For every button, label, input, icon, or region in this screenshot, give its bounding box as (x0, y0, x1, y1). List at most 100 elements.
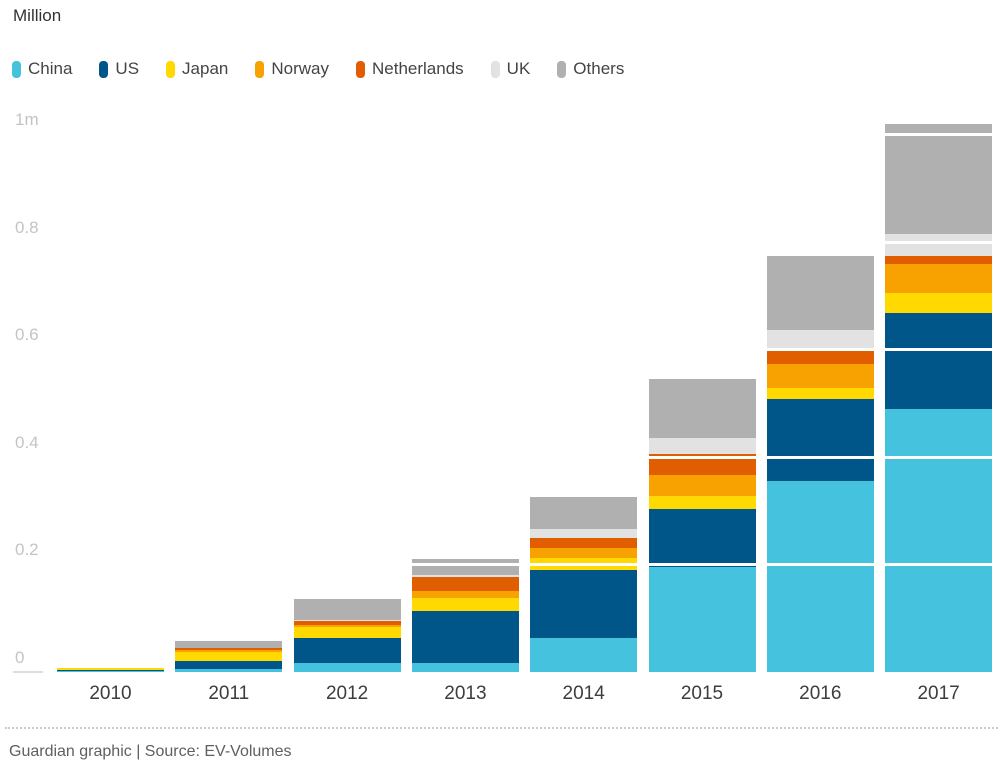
bar-2014 (530, 497, 638, 672)
bar-segment-japan-2010 (57, 668, 164, 671)
bar-segment-netherlands-2012 (293, 620, 401, 625)
gridline (13, 133, 998, 136)
bar-segment-us-2011 (175, 660, 283, 670)
bar-segment-others-2012 (293, 598, 401, 620)
bar-segment-japan-2013 (411, 598, 519, 612)
bar-segment-japan-2011 (175, 651, 283, 661)
bar-2016 (766, 255, 874, 672)
bar-segment-norway-2016 (766, 363, 874, 389)
bar-segment-uk-2011 (175, 647, 283, 649)
x-axis-label-2011: 2011 (208, 683, 250, 704)
bar-segment-china-2015 (648, 567, 756, 672)
bar-segment-uk-2016 (766, 329, 874, 350)
y-tick-label: 0.8 (15, 217, 39, 237)
bar-segment-us-2010 (57, 670, 164, 672)
bar-segment-uk-2017 (885, 234, 993, 257)
bar-segment-others-2017 (885, 124, 993, 235)
legend-label: Norway (271, 59, 329, 78)
bar-segment-uk-2012 (293, 619, 401, 621)
bar-2011 (175, 641, 283, 672)
legend-swatch-icon (255, 60, 265, 78)
legend-swatch-icon (356, 60, 365, 78)
legend-label: China (28, 59, 73, 78)
y-tick-label: 0.4 (15, 432, 39, 452)
bar-segment-japan-2017 (885, 293, 993, 314)
bar-segment-others-2010 (57, 667, 164, 669)
bar-segment-china-2010 (57, 671, 164, 672)
bar-segment-uk-2015 (648, 438, 756, 455)
bar-segment-others-2016 (766, 255, 874, 330)
bar-segment-china-2016 (766, 481, 874, 672)
bar-segment-netherlands-2017 (885, 256, 993, 265)
x-axis-label-2017: 2017 (917, 683, 960, 704)
bar-segment-china-2013 (411, 663, 519, 672)
bar-segment-norway-2014 (530, 548, 638, 559)
bar-2017 (885, 124, 993, 672)
y-tick-label: 0.6 (15, 325, 39, 345)
y-tick-label: 0 (15, 648, 25, 667)
bar-segment-norway-2012 (293, 624, 401, 627)
legend-swatch-icon (557, 60, 567, 78)
legend-label: UK (506, 59, 531, 78)
bar-segment-norway-2013 (411, 591, 519, 599)
bar-2013 (411, 558, 519, 672)
legend-item-others: Others (557, 59, 624, 79)
bar-segment-us-2017 (885, 313, 993, 409)
legend-item-norway: Norway (255, 59, 329, 79)
bar-segment-us-2013 (411, 611, 519, 664)
bar-segment-norway-2015 (648, 475, 756, 497)
bar-segment-japan-2012 (293, 626, 401, 638)
x-axis-label-2014: 2014 (562, 683, 605, 704)
y-tick-label: 0.2 (15, 540, 39, 560)
legend-item-netherlands: Netherlands (356, 59, 464, 79)
legend-label: US (115, 59, 140, 78)
x-axis-label-2015: 2015 (680, 683, 724, 704)
x-axis-label-2016: 2016 (799, 683, 842, 704)
legend-item-china: China (12, 59, 72, 79)
legend-swatch-icon (12, 60, 21, 78)
bar-segment-others-2014 (530, 497, 638, 529)
bar-segment-netherlands-2014 (530, 538, 638, 549)
legend-swatch-icon (99, 60, 109, 78)
legend-swatch-icon (166, 60, 176, 78)
bar-segment-others-2011 (175, 641, 283, 648)
bar-segment-us-2012 (293, 637, 401, 664)
gridline (13, 563, 998, 567)
bar-segment-netherlands-2011 (175, 648, 283, 650)
legend: China US Japan Norway Netherlands UK Others (12, 59, 624, 79)
bar-segment-us-2016 (766, 399, 874, 481)
x-axis-label-2013: 2013 (444, 683, 487, 704)
bar-segment-netherlands-2016 (766, 349, 874, 364)
y-tick-line (13, 671, 43, 673)
chart-title: Million (13, 6, 62, 25)
bar-2015 (648, 378, 756, 672)
bar-segment-japan-2016 (766, 388, 874, 400)
bar-segment-china-2014 (530, 638, 638, 672)
bar-2012 (293, 598, 401, 672)
y-tick-label: 1m (15, 110, 39, 129)
bar-segment-norway-2017 (885, 264, 993, 294)
legend-item-uk: UK (490, 59, 531, 79)
bar-segment-netherlands-2013 (411, 577, 519, 592)
bar-segment-us-2014 (530, 570, 638, 639)
gridline (13, 240, 998, 244)
bar-segment-china-2011 (175, 669, 283, 672)
bar-segment-uk-2013 (411, 575, 519, 578)
legend-item-us: US (99, 59, 139, 79)
bar-segment-uk-2014 (530, 528, 638, 539)
legend-swatch-icon (490, 60, 500, 78)
bar-segment-others-2013 (411, 558, 519, 576)
legend-label: Others (573, 59, 625, 78)
bar-segment-us-2015 (648, 508, 756, 568)
x-axis-label-2010: 2010 (89, 683, 132, 704)
bar-segment-netherlands-2015 (648, 454, 756, 476)
source-divider (5, 727, 998, 729)
bar-segment-norway-2011 (175, 649, 283, 652)
legend-label: Netherlands (372, 59, 464, 78)
gridline (13, 348, 998, 352)
bar-2010 (57, 667, 164, 672)
legend-item-japan: Japan (166, 59, 228, 79)
bar-segment-japan-2015 (648, 496, 756, 509)
bar-segment-others-2015 (648, 378, 756, 439)
